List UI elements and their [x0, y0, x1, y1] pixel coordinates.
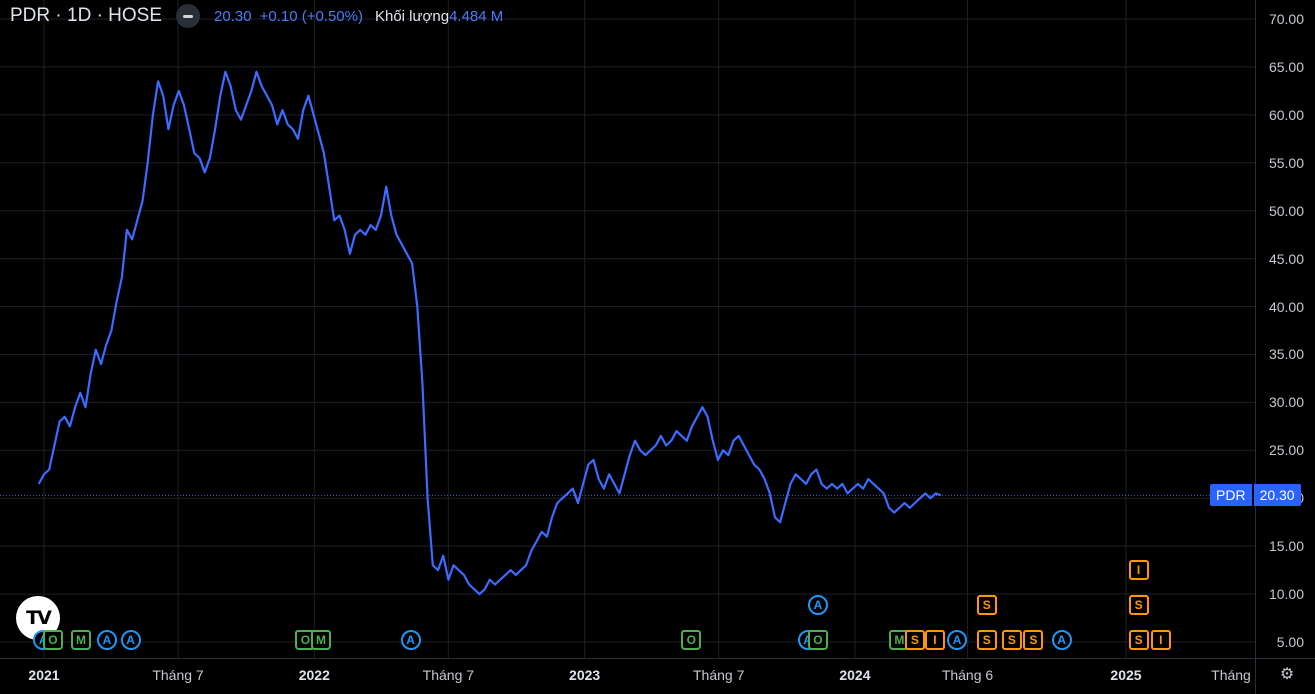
- x-tick-label: Tháng 7: [692, 667, 745, 683]
- series-line-PDR[interactable]: [37, 70, 942, 596]
- y-tick-label: 50.00: [1268, 202, 1304, 219]
- y-tick-label: 30.00: [1268, 394, 1304, 411]
- event-marker-i[interactable]: I: [1150, 630, 1171, 650]
- chart-header: PDR · 1D · HOSE 20.30 +0.10 (+0.50%) Khố…: [10, 4, 504, 28]
- event-marker-o[interactable]: O: [807, 630, 828, 650]
- event-marker-o[interactable]: O: [42, 630, 63, 650]
- x-tick-label: 2023: [569, 667, 601, 683]
- event-marker-m[interactable]: M: [310, 630, 331, 650]
- event-marker-s[interactable]: S: [904, 630, 925, 650]
- x-tick-label: Tháng 7: [152, 667, 204, 683]
- y-tick-label: 70.00: [1268, 11, 1304, 27]
- y-tick-label: 55.00: [1268, 154, 1304, 171]
- collapse-icon[interactable]: [176, 4, 201, 28]
- volume-value: 4.484 M: [449, 7, 504, 25]
- event-marker-i[interactable]: I: [1128, 560, 1149, 580]
- volume-label: Khối lượng: [374, 7, 450, 25]
- price-tag-value: 20.30: [1253, 484, 1301, 507]
- event-marker-s[interactable]: S: [1001, 630, 1022, 650]
- event-marker-a[interactable]: A: [120, 630, 141, 650]
- last-price-tag: PDR 20.30: [1210, 484, 1301, 507]
- event-marker-a[interactable]: A: [807, 595, 828, 615]
- x-tick-label: 2021: [28, 667, 60, 683]
- y-tick-label: 35.00: [1268, 346, 1304, 363]
- x-tick-label: Tháng 7: [422, 667, 475, 683]
- y-tick-label: 45.00: [1268, 250, 1304, 267]
- y-tick-label: 40.00: [1268, 298, 1304, 315]
- x-tick-label: 2024: [839, 667, 871, 683]
- event-marker-a[interactable]: A: [96, 630, 117, 650]
- price-change: +0.10 (+0.50%): [259, 7, 363, 25]
- settings-gear-icon[interactable]: ⚙: [1279, 666, 1295, 683]
- x-tick-label: 2025: [1110, 667, 1142, 683]
- event-marker-i[interactable]: I: [924, 630, 945, 650]
- x-tick-label: 2022: [298, 667, 330, 683]
- event-marker-s[interactable]: S: [1023, 630, 1044, 650]
- event-marker-s[interactable]: S: [976, 595, 997, 615]
- event-marker-s[interactable]: S: [976, 630, 997, 650]
- y-tick-label: 25.00: [1268, 442, 1304, 459]
- symbol-title[interactable]: PDR · 1D · HOSE: [10, 5, 163, 26]
- event-marker-s[interactable]: S: [1128, 595, 1149, 615]
- x-tick-label: Tháng 6: [941, 667, 994, 683]
- event-marker-a[interactable]: A: [1051, 630, 1072, 650]
- event-marker-a[interactable]: A: [400, 630, 421, 650]
- y-tick-label: 15.00: [1268, 538, 1304, 555]
- event-marker-s[interactable]: S: [1128, 630, 1149, 650]
- y-tick-label: 5.00: [1276, 634, 1304, 650]
- price-tag-symbol: PDR: [1210, 484, 1252, 507]
- event-marker-m[interactable]: M: [71, 630, 92, 650]
- event-marker-o[interactable]: O: [681, 630, 702, 650]
- y-tick-label: 60.00: [1268, 106, 1304, 123]
- x-axis-unit-label[interactable]: Tháng: [1211, 667, 1251, 683]
- y-tick-label: 10.00: [1268, 586, 1304, 603]
- last-price: 20.30: [214, 7, 252, 25]
- y-tick-label: 65.00: [1268, 58, 1304, 75]
- event-marker-a[interactable]: A: [947, 630, 968, 650]
